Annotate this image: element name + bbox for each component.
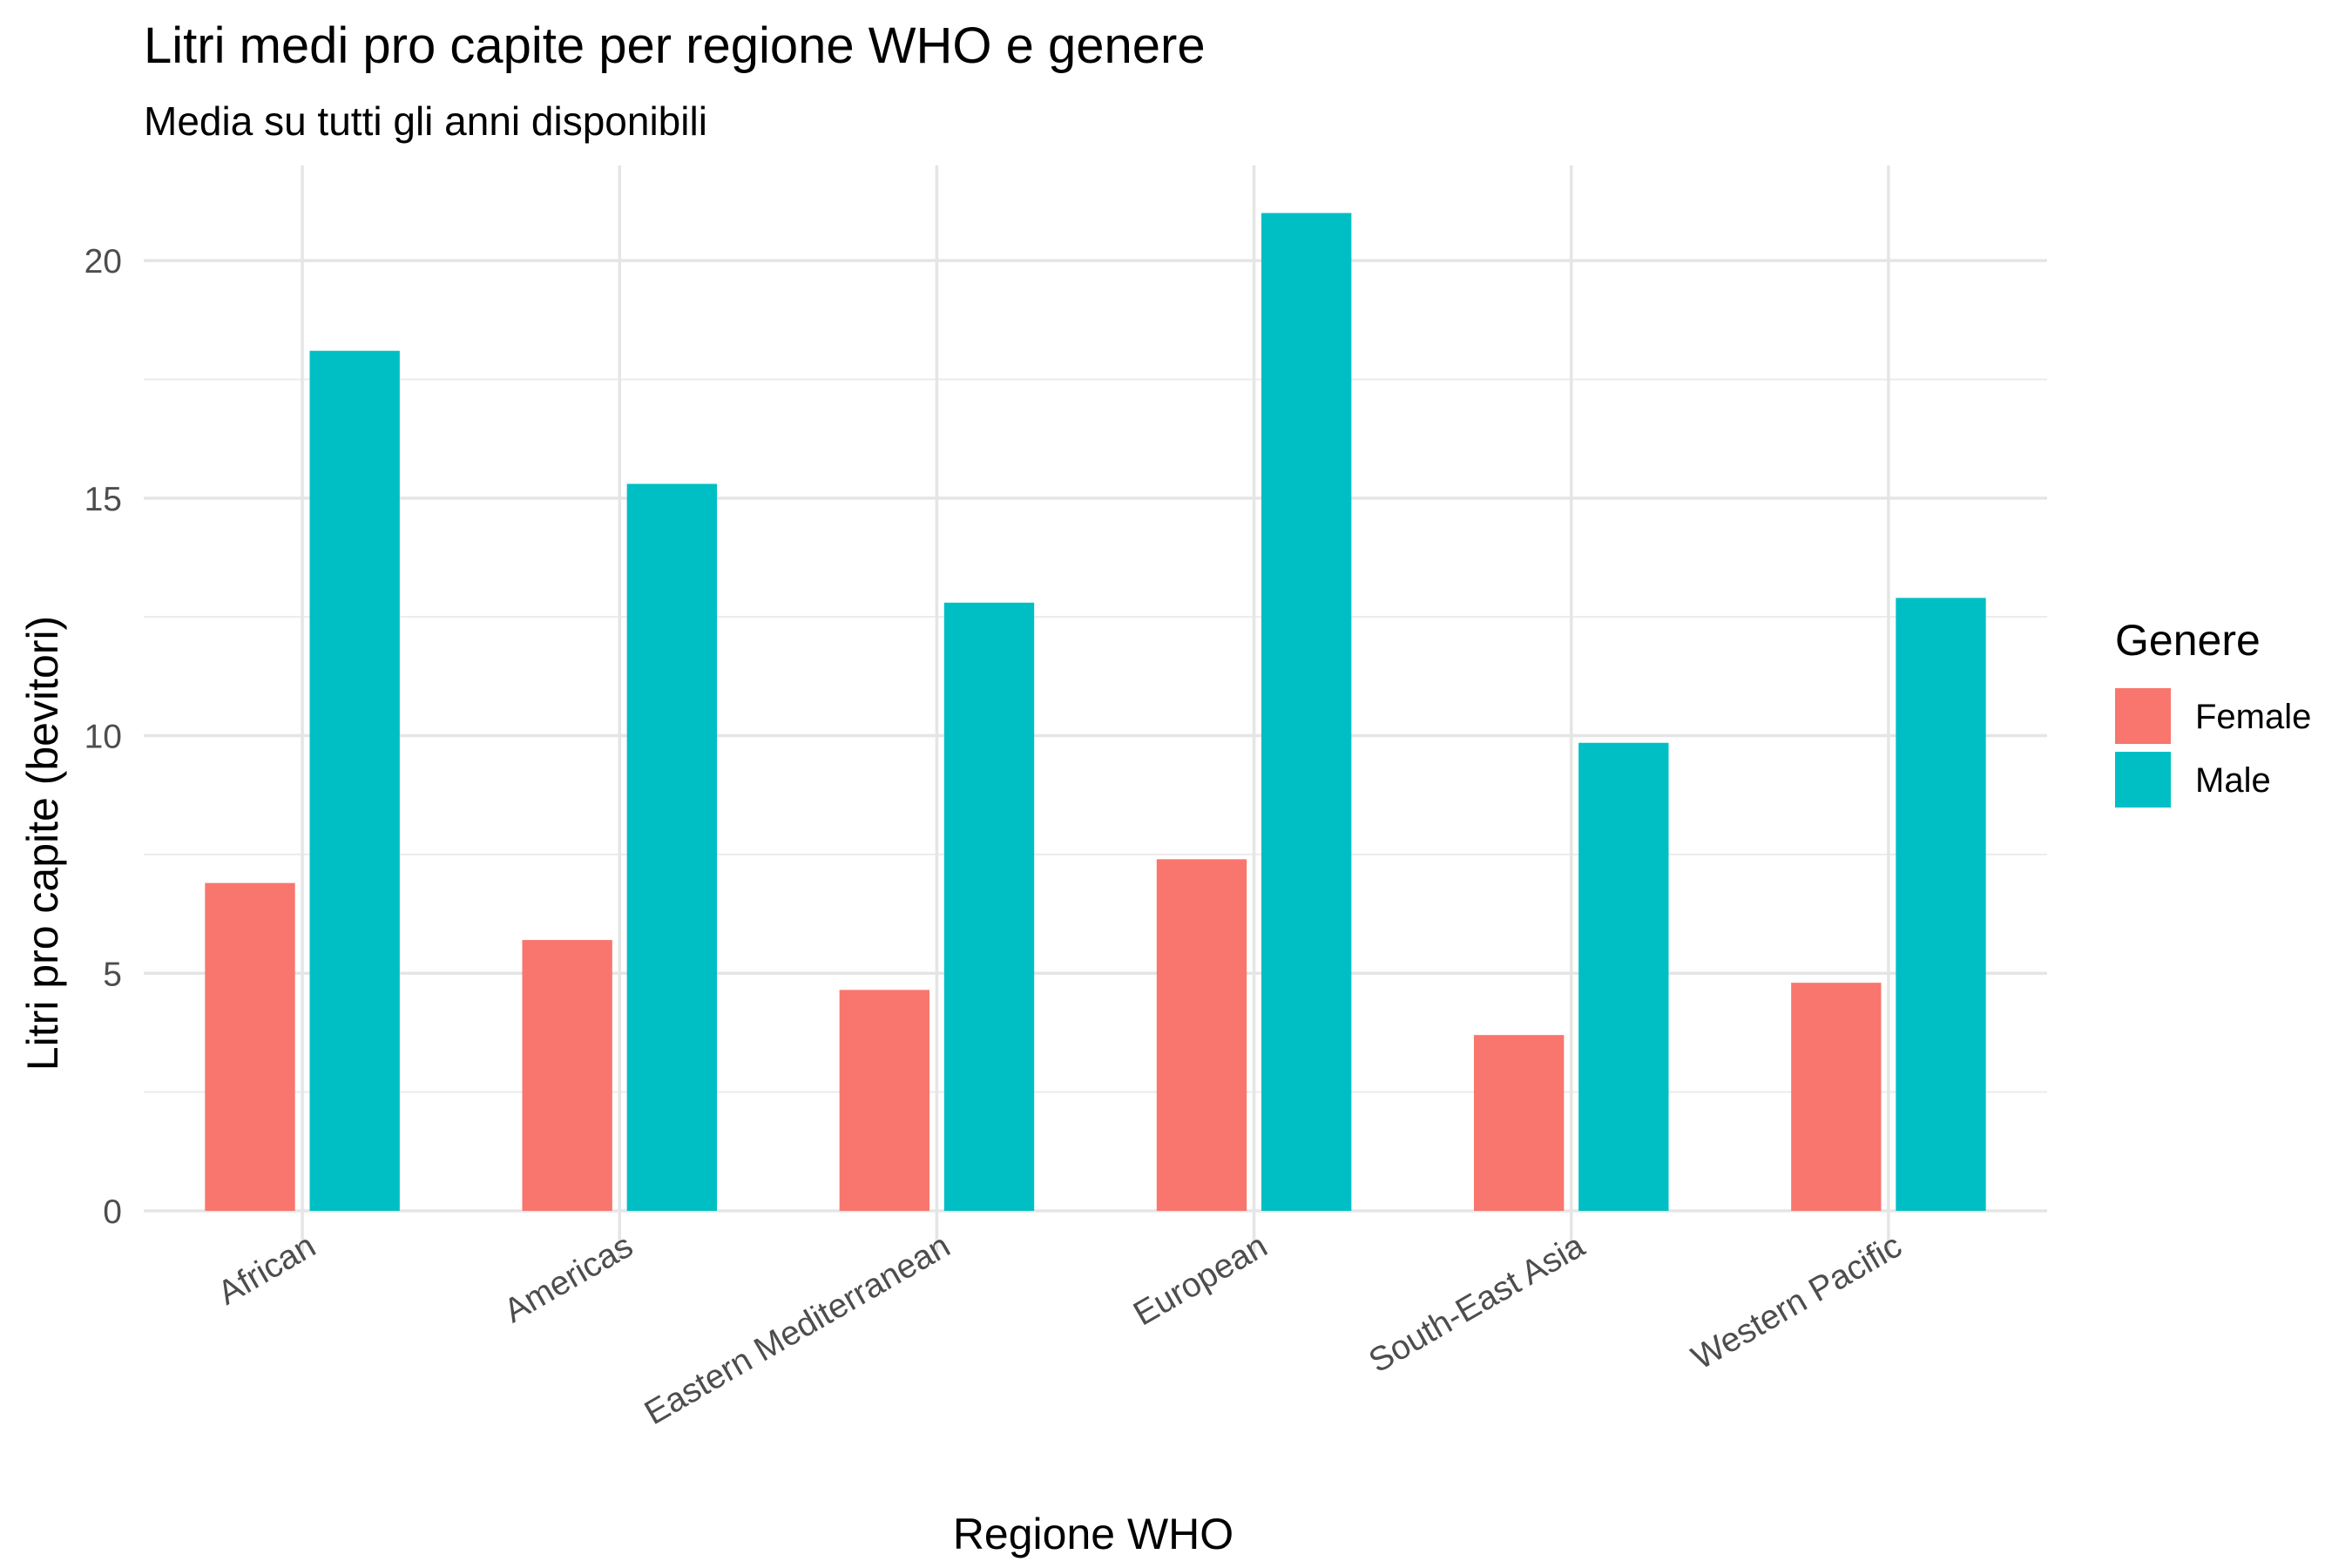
x-tick-label: Americas: [497, 1227, 639, 1331]
bar-male-european: [1260, 213, 1352, 1212]
legend-key-male: [2115, 752, 2171, 808]
bar-male-eastern-mediterranean: [943, 602, 1035, 1211]
y-tick-label: 0: [103, 1193, 122, 1231]
legend-key-female: [2115, 688, 2171, 744]
bar-female-americas: [522, 940, 612, 1211]
bar-female-eastern-mediterranean: [839, 990, 930, 1211]
y-tick-label: 20: [84, 243, 122, 280]
chart-subtitle: Media su tutti gli anni disponibili: [144, 98, 707, 144]
bar-female-western-pacific: [1791, 983, 1882, 1211]
x-axis-ticks: African Americas Eastern Mediterranean Euro…: [212, 1227, 1908, 1432]
y-tick-label: 15: [84, 481, 122, 518]
y-axis-title: Litri pro capite (bevitori): [18, 616, 67, 1071]
bar-female-african: [205, 882, 295, 1211]
bars: [205, 213, 1986, 1212]
x-tick-label: European: [1127, 1227, 1274, 1334]
legend-label-male: Male: [2195, 761, 2271, 800]
x-axis-title: Regione WHO: [953, 1510, 1233, 1558]
chart-title: Litri medi pro capite per regione WHO e …: [144, 17, 1206, 74]
y-tick-label: 10: [84, 719, 122, 756]
x-tick-label: South-East Asia: [1362, 1227, 1591, 1380]
legend: Genere Female Male: [2115, 616, 2311, 808]
y-axis-ticks: 0 5 10 15 20: [84, 243, 122, 1231]
x-tick-label: African: [212, 1227, 322, 1313]
bar-female-south-east-asia: [1473, 1035, 1565, 1211]
x-tick-label: Eastern Mediterranean: [639, 1227, 956, 1433]
x-tick-label: Western Pacific: [1686, 1227, 1909, 1377]
bar-male-western-pacific: [1896, 598, 1986, 1211]
grid: [144, 166, 2047, 1259]
bar-male-african: [309, 350, 400, 1211]
legend-label-female: Female: [2195, 698, 2311, 736]
bar-male-americas: [626, 483, 718, 1211]
bar-male-south-east-asia: [1578, 742, 1669, 1211]
bar-female-european: [1156, 859, 1247, 1211]
legend-title: Genere: [2115, 616, 2261, 665]
y-tick-label: 5: [103, 956, 122, 993]
